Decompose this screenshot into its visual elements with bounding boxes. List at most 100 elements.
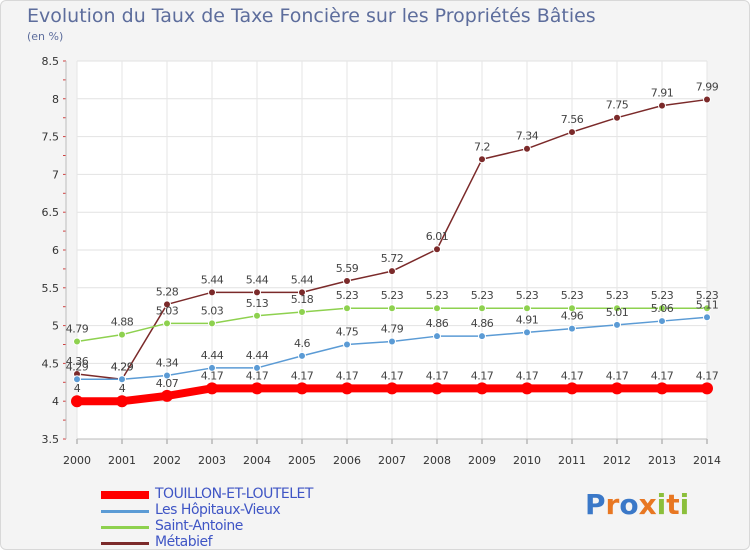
data-label-metabief: 5.44 — [291, 273, 314, 286]
y-tick-label: 7.5 — [42, 131, 60, 144]
data-point-hopitaux — [343, 340, 351, 349]
data-point-metabief — [208, 288, 216, 297]
data-point-metabief — [658, 101, 666, 110]
data-point-metabief — [703, 95, 711, 104]
data-point-saint-antoine — [118, 330, 126, 339]
data-point-touillon — [251, 382, 263, 395]
logo-letter: i — [656, 488, 667, 521]
data-label-hopitaux: 4.29 — [111, 360, 134, 373]
data-label-hopitaux: 4.96 — [561, 310, 584, 323]
data-label-touillon: 4.17 — [606, 369, 629, 382]
data-point-touillon — [566, 382, 578, 395]
data-label-touillon: 4.17 — [336, 369, 359, 382]
data-point-metabief — [613, 113, 621, 122]
y-tick-label: 7 — [52, 168, 59, 181]
data-label-metabief: 5.44 — [201, 273, 224, 286]
label-layer: 4 4 4.07 4.17 4.17 4.17 4.17 4.17 4.17 4.17 4.17 4.… — [66, 81, 719, 396]
data-point-saint-antoine — [163, 319, 171, 328]
data-point-saint-antoine — [388, 304, 396, 313]
y-tick-label: 4 — [52, 395, 59, 408]
legend-swatch-hopitaux — [101, 510, 149, 513]
x-tick-label: 2005 — [288, 454, 316, 467]
x-tick-label: 2012 — [603, 454, 631, 467]
data-point-hopitaux — [523, 328, 531, 337]
unit-label: (en %) — [27, 30, 64, 43]
data-label-saint-antoine: 5.18 — [291, 293, 314, 306]
data-point-saint-antoine — [433, 304, 441, 313]
legend-swatch-saint-antoine — [101, 526, 149, 529]
data-point-saint-antoine — [298, 307, 306, 316]
data-point-metabief — [298, 288, 306, 297]
data-point-hopitaux — [433, 332, 441, 341]
data-point-hopitaux — [163, 371, 171, 380]
data-label-touillon: 4.17 — [516, 369, 539, 382]
legend-swatch-touillon — [101, 491, 149, 499]
x-tick-label: 2004 — [243, 454, 271, 467]
data-label-hopitaux: 4.6 — [294, 337, 310, 350]
data-label-hopitaux: 4.44 — [246, 349, 269, 362]
data-point-touillon — [521, 382, 533, 395]
data-point-hopitaux — [703, 313, 711, 322]
x-tick-label: 2001 — [108, 454, 136, 467]
data-point-hopitaux — [388, 337, 396, 346]
data-label-saint-antoine: 4.88 — [111, 316, 134, 329]
data-label-hopitaux: 4.44 — [201, 349, 224, 362]
data-label-metabief: 4.29 — [111, 360, 134, 373]
legend-label-saint-antoine: Saint-Antoine — [155, 518, 243, 534]
data-label-saint-antoine: 5.23 — [606, 289, 629, 302]
data-point-saint-antoine — [568, 304, 576, 313]
data-point-touillon — [431, 382, 443, 395]
data-label-saint-antoine: 5.23 — [651, 289, 674, 302]
x-tick-label: 2003 — [198, 454, 226, 467]
data-point-touillon — [71, 395, 83, 408]
data-label-touillon: 4 — [119, 382, 126, 395]
data-label-saint-antoine: 5.23 — [471, 289, 494, 302]
data-label-saint-antoine: 5.23 — [336, 289, 359, 302]
data-label-saint-antoine: 5.03 — [201, 304, 224, 317]
data-point-metabief — [343, 276, 351, 285]
x-tick-label: 2008 — [423, 454, 451, 467]
data-label-saint-antoine: 5.03 — [156, 304, 179, 317]
data-label-saint-antoine: 5.23 — [381, 289, 404, 302]
data-label-metabief: 7.2 — [474, 140, 490, 153]
data-point-metabief — [388, 267, 396, 276]
chart-title: Evolution du Taux de Taxe Foncière sur l… — [27, 5, 596, 27]
data-label-metabief: 7.34 — [516, 130, 539, 143]
data-point-touillon — [611, 382, 623, 395]
data-label-touillon: 4.17 — [381, 369, 404, 382]
data-label-saint-antoine: 5.23 — [426, 289, 449, 302]
y-tick-label: 8.5 — [42, 55, 60, 68]
data-label-touillon: 4.17 — [561, 369, 584, 382]
data-label-metabief: 4.36 — [66, 355, 89, 368]
data-point-metabief — [478, 155, 486, 164]
legend-label-touillon: TOUILLON-ET-LOUTELET — [155, 486, 313, 502]
data-point-saint-antoine — [208, 319, 216, 328]
data-point-saint-antoine — [658, 304, 666, 313]
logo-letter: P — [585, 488, 606, 521]
data-point-hopitaux — [118, 375, 126, 384]
data-label-metabief: 7.99 — [696, 81, 719, 94]
data-label-saint-antoine: 5.23 — [561, 289, 584, 302]
data-label-hopitaux: 4.86 — [426, 317, 449, 330]
data-point-touillon — [341, 382, 353, 395]
logo-letter: o — [619, 488, 639, 521]
data-point-metabief — [163, 300, 171, 309]
data-label-saint-antoine: 5.13 — [246, 297, 269, 310]
proxiti-logo: Proxiti — [585, 488, 689, 521]
data-label-saint-antoine: 5.23 — [516, 289, 539, 302]
data-point-hopitaux — [208, 363, 216, 372]
data-point-metabief — [253, 288, 261, 297]
data-label-saint-antoine: 5.23 — [696, 289, 719, 302]
data-label-metabief: 5.72 — [381, 252, 404, 265]
data-label-touillon: 4.07 — [156, 377, 179, 390]
x-tick-label: 2002 — [153, 454, 181, 467]
data-label-touillon: 4.17 — [471, 369, 494, 382]
y-tick-label: 3.5 — [42, 433, 60, 446]
data-point-hopitaux — [568, 324, 576, 333]
data-point-touillon — [206, 382, 218, 395]
y-tick-label: 4.5 — [42, 357, 60, 370]
data-label-hopitaux: 5.06 — [651, 302, 674, 315]
x-tick-label: 2009 — [468, 454, 496, 467]
data-point-saint-antoine — [523, 304, 531, 313]
